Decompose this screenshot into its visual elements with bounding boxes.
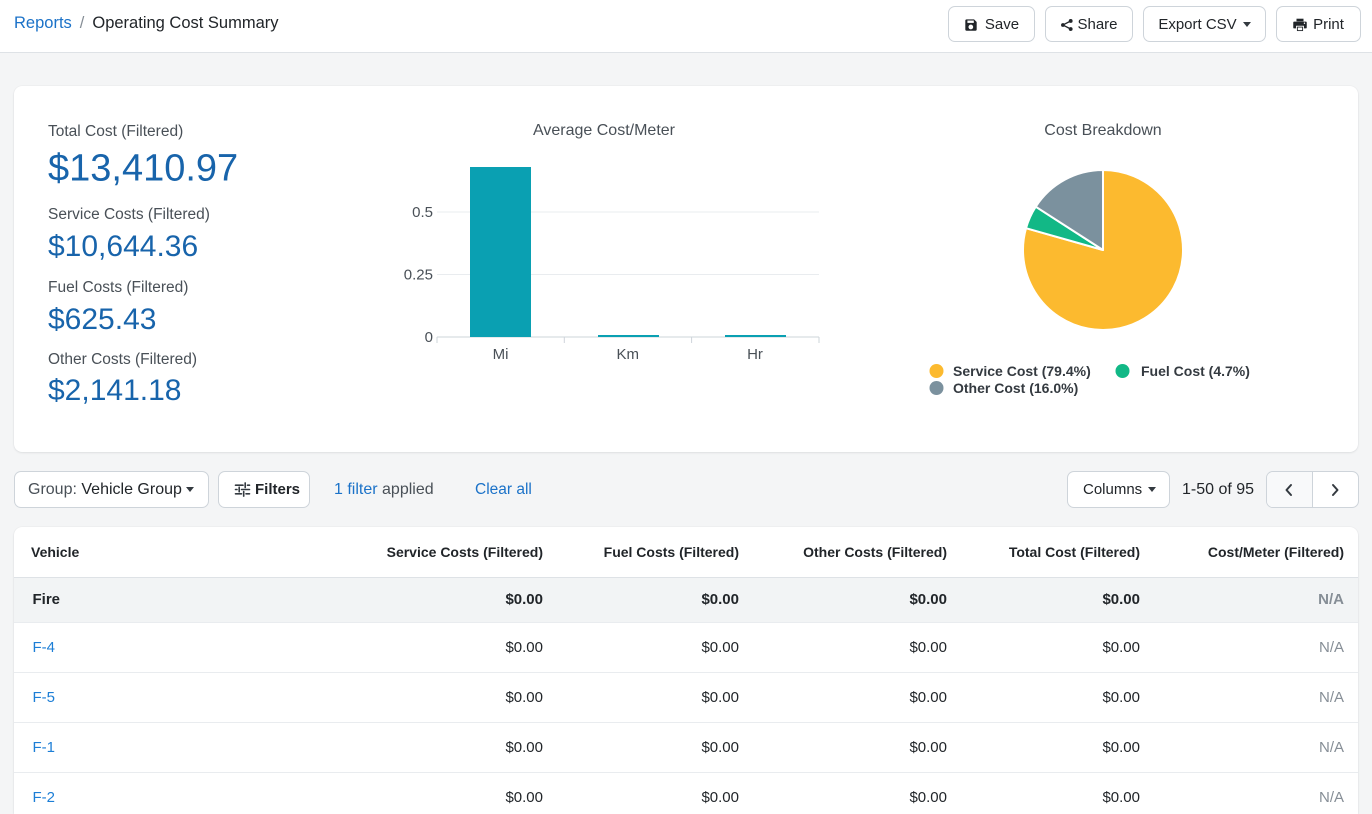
svg-text:0.25: 0.25 [404,267,433,284]
svg-text:Service Cost (79.4%): Service Cost (79.4%) [953,363,1091,379]
svg-text:Km: Km [617,346,640,363]
svg-text:0.5: 0.5 [412,204,433,221]
svg-text:Mi: Mi [493,346,509,363]
svg-text:Fuel Cost (4.7%): Fuel Cost (4.7%) [1141,363,1250,379]
svg-text:Hr: Hr [747,346,763,363]
svg-text:0: 0 [425,329,433,346]
svg-text:Other Cost (16.0%): Other Cost (16.0%) [953,380,1078,396]
